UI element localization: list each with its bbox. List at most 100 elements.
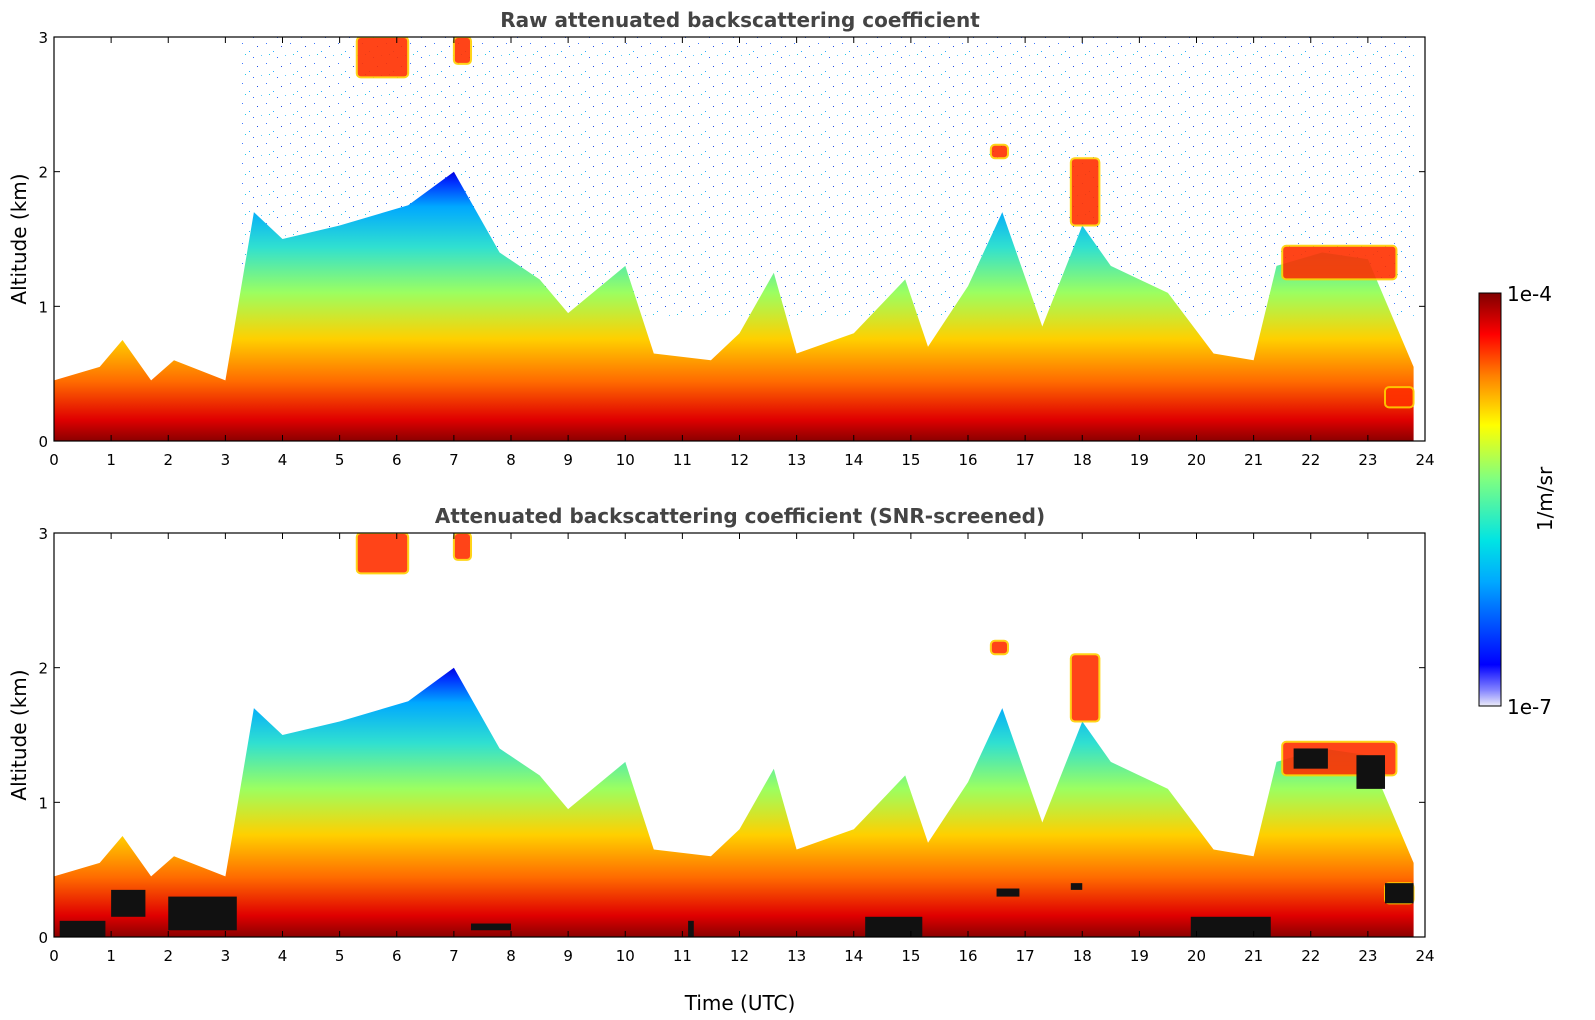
cloud-feature (1069, 157, 1101, 227)
colorbar-max-label: 1e-4 (1507, 282, 1552, 306)
cloud-feature (1069, 653, 1101, 723)
top-boundary-layer (54, 171, 1414, 441)
x-tick-label: 6 (392, 451, 402, 469)
masked-region (688, 920, 694, 937)
x-tick-label: 7 (449, 451, 459, 469)
colorbar-min-label: 1e-7 (1507, 695, 1552, 719)
x-tick-label: 15 (901, 947, 920, 965)
bottom-boundary-layer (54, 667, 1414, 937)
y-tick-label: 0 (38, 433, 48, 451)
masked-region (1190, 916, 1271, 937)
top-panel-title: Raw attenuated backscattering coefficien… (500, 8, 980, 32)
x-tick-label: 2 (163, 451, 173, 469)
x-tick-label: 3 (221, 451, 231, 469)
cloud-feature (452, 533, 473, 561)
y-tick-label: 1 (38, 298, 48, 316)
cloud-feature (355, 533, 410, 575)
x-tick-label: 19 (1130, 451, 1149, 469)
x-tick-label: 14 (844, 451, 863, 469)
x-tick-label: 8 (506, 947, 516, 965)
top-y-axis-label: Altitude (km) (7, 173, 31, 304)
x-tick-label: 1 (106, 947, 116, 965)
top-y-axis: 0 1 2 3 (38, 29, 1425, 451)
x-tick-label: 18 (1073, 451, 1092, 469)
masked-region (1385, 883, 1414, 904)
x-tick-label: 5 (335, 451, 345, 469)
x-tick-label: 17 (1016, 947, 1035, 965)
cloud-feature (989, 639, 1009, 656)
x-tick-label: 10 (616, 451, 635, 469)
x-tick-label: 21 (1244, 947, 1263, 965)
masked-region (1293, 748, 1328, 769)
x-tick-label: 20 (1187, 451, 1206, 469)
y-tick-label: 0 (38, 929, 48, 947)
y-tick-label: 2 (38, 164, 48, 182)
x-tick-label: 24 (1415, 451, 1434, 469)
cloud-feature (1384, 386, 1415, 409)
x-tick-label: 23 (1358, 947, 1377, 965)
x-tick-label: 14 (844, 947, 863, 965)
bottom-x-axis-label: Time (UTC) (684, 991, 796, 1015)
x-tick-label: 7 (449, 947, 459, 965)
colorbar: 1e-4 1e-7 1/m/sr (1478, 282, 1557, 719)
x-tick-label: 0 (49, 451, 59, 469)
bottom-y-axis: 0 1 2 3 (38, 525, 1425, 947)
cloud-feature (989, 143, 1009, 160)
bottom-panel-title: Attenuated backscattering coefficient (S… (435, 504, 1045, 528)
y-tick-label: 1 (38, 794, 48, 812)
x-tick-label: 20 (1187, 947, 1206, 965)
top-x-axis: 0 1 2 3 4 5 6 7 8 9 10 11 12 13 14 15 16 17 18 19 20 21 22 23 24 (49, 37, 1435, 469)
x-tick-label: 22 (1301, 451, 1320, 469)
masked-region (1070, 883, 1083, 890)
y-tick-label: 3 (38, 29, 48, 47)
x-tick-label: 16 (958, 451, 977, 469)
masked-region (59, 920, 106, 937)
x-tick-label: 23 (1358, 451, 1377, 469)
x-tick-label: 9 (563, 451, 573, 469)
cloud-feature (1281, 244, 1398, 281)
x-tick-label: 0 (49, 947, 59, 965)
x-tick-label: 6 (392, 947, 402, 965)
x-tick-label: 15 (901, 451, 920, 469)
x-tick-label: 10 (616, 947, 635, 965)
cloud-feature (355, 37, 410, 79)
colorbar-gradient (1478, 292, 1502, 707)
x-tick-label: 2 (163, 947, 173, 965)
masked-region (168, 896, 237, 931)
masked-region (996, 888, 1020, 897)
x-tick-label: 8 (506, 451, 516, 469)
x-tick-label: 24 (1415, 947, 1434, 965)
masked-region (111, 889, 146, 917)
top-panel: Raw attenuated backscattering coefficien… (7, 8, 1435, 469)
x-tick-label: 16 (958, 947, 977, 965)
colorbar-unit-label: 1/m/sr (1533, 466, 1557, 531)
x-tick-label: 9 (563, 947, 573, 965)
masked-region (1356, 755, 1386, 789)
masked-region (471, 923, 511, 931)
x-tick-label: 12 (730, 451, 749, 469)
x-tick-label: 13 (787, 451, 806, 469)
x-tick-label: 5 (335, 947, 345, 965)
x-tick-label: 12 (730, 947, 749, 965)
x-tick-label: 13 (787, 947, 806, 965)
x-tick-label: 1 (106, 451, 116, 469)
x-tick-label: 22 (1301, 947, 1320, 965)
bottom-panel: Attenuated backscattering coefficient (S… (7, 504, 1435, 1015)
x-tick-label: 4 (278, 451, 288, 469)
x-tick-label: 11 (673, 451, 692, 469)
y-tick-label: 3 (38, 525, 48, 543)
bottom-y-axis-label: Altitude (km) (7, 669, 31, 800)
bottom-x-axis: 0 1 2 3 4 5 6 7 8 9 10 11 12 13 14 15 16 17 18 19 20 21 22 23 24 (49, 533, 1435, 965)
x-tick-label: 21 (1244, 451, 1263, 469)
masked-region (865, 916, 923, 937)
x-tick-label: 4 (278, 947, 288, 965)
cloud-feature (452, 37, 473, 65)
x-tick-label: 18 (1073, 947, 1092, 965)
y-tick-label: 2 (38, 660, 48, 678)
top-cloud-features (355, 37, 1415, 409)
x-tick-label: 11 (673, 947, 692, 965)
x-tick-label: 3 (221, 947, 231, 965)
x-tick-label: 19 (1130, 947, 1149, 965)
bottom-masked-regions (59, 748, 1414, 937)
